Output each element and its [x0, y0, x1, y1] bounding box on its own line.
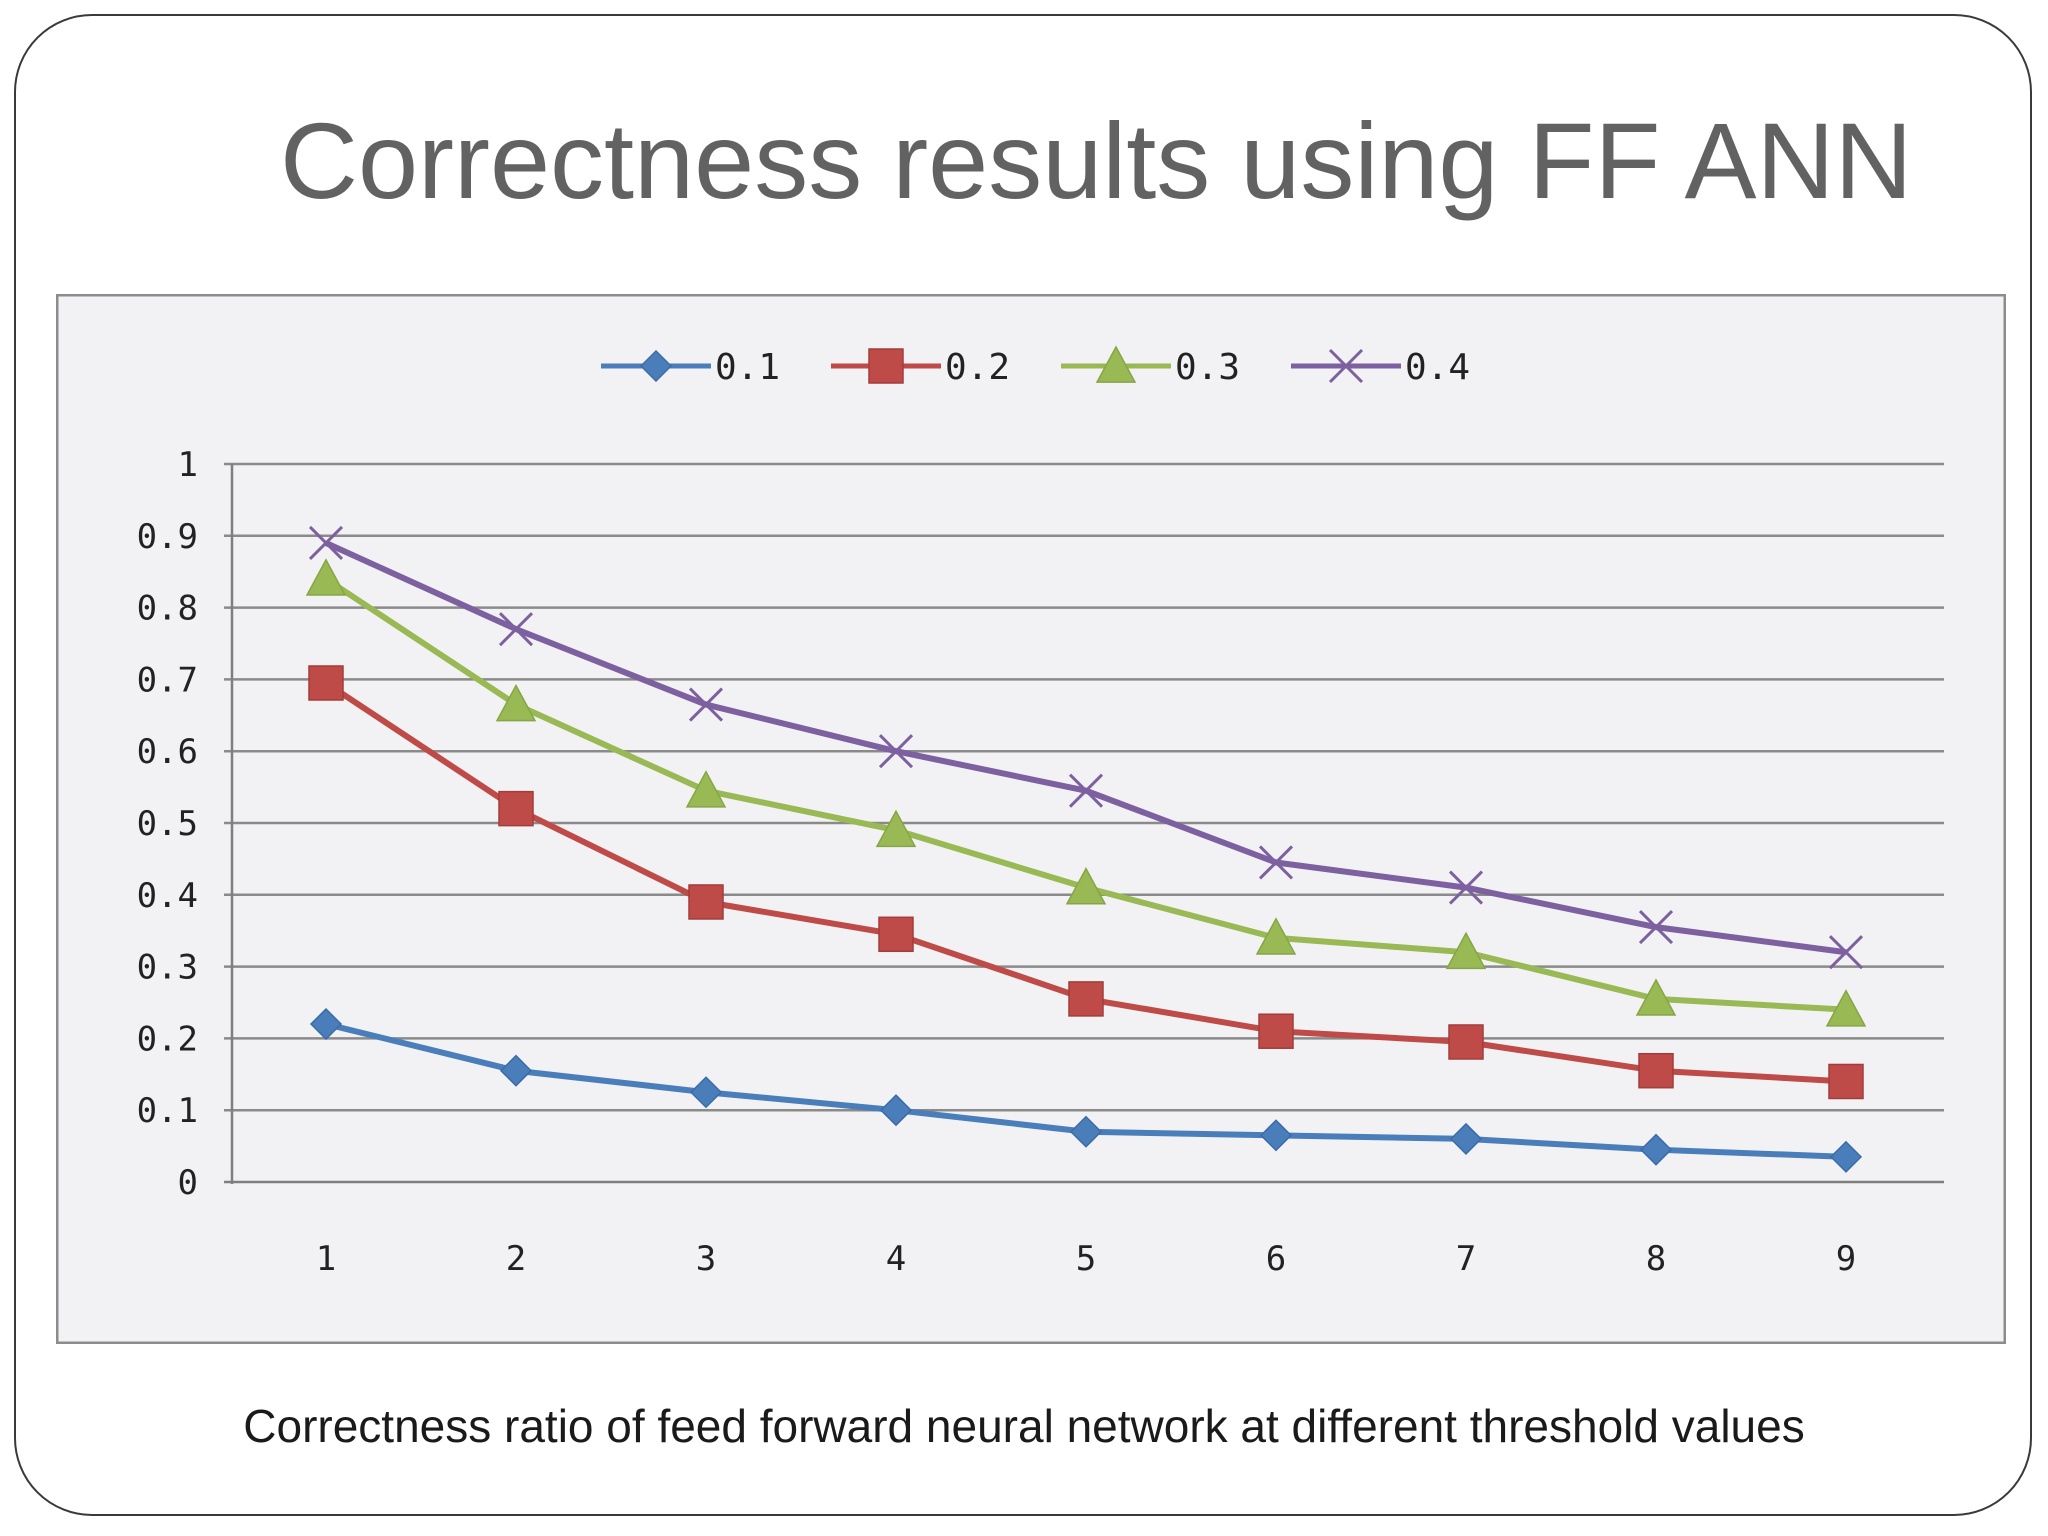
data-point	[689, 1076, 723, 1109]
data-point	[1259, 1119, 1293, 1152]
data-point	[1068, 981, 1104, 1017]
data-point	[1065, 867, 1107, 905]
data-point	[878, 734, 914, 769]
y-tick-label: 0.5	[137, 804, 198, 844]
series-0-4	[308, 525, 1864, 970]
legend-item: 0.3	[1061, 345, 1240, 388]
x-tick-label: 1	[316, 1239, 336, 1279]
legend-label: 0.2	[945, 347, 1010, 388]
x-tick-label: 8	[1646, 1239, 1666, 1279]
data-point	[1638, 910, 1674, 945]
marker-stroke	[1328, 348, 1364, 384]
y-tick-label: 0.2	[137, 1019, 198, 1059]
y-tick-label: 0.3	[137, 948, 198, 988]
data-point	[1639, 1133, 1673, 1166]
data-point	[305, 558, 347, 596]
legend-marker	[868, 348, 904, 384]
data-point	[309, 1007, 343, 1041]
line-chart: 0 0.1 0.2 0.3 0.4 0.5 0.6 0.7 0.8 0.9 1 1 2 3 4 5 6 7 8 9 0.…	[56, 294, 2006, 1344]
series-0-2	[308, 665, 1864, 1100]
data-point	[1445, 931, 1487, 970]
legend-item: 0.2	[831, 347, 1010, 388]
data-point	[685, 770, 727, 808]
slide-title: Correctness results using FF ANN	[280, 100, 1913, 221]
series-0-3	[305, 558, 1867, 1027]
y-tick-label: 0	[178, 1163, 198, 1203]
y-tick-label: 0.9	[137, 517, 198, 557]
marker-stroke	[688, 687, 724, 722]
chart-area: 0 0.1 0.2 0.3 0.4 0.5 0.6 0.7 0.8 0.9 1 1 2 3 4 5 6 7 8 9 0.…	[56, 294, 2006, 1344]
y-tick-label: 1	[178, 445, 198, 485]
y-tick-label: 0.6	[137, 732, 198, 772]
data-point	[1069, 1115, 1103, 1148]
chart-caption: Correctness ratio of feed forward neural…	[243, 1400, 1805, 1452]
data-point	[1829, 1140, 1863, 1173]
data-point	[1068, 773, 1104, 808]
x-tick-label: 4	[886, 1239, 906, 1279]
data-point	[875, 809, 917, 848]
data-point	[1635, 978, 1677, 1016]
data-point	[498, 790, 534, 827]
data-point	[498, 612, 534, 647]
y-tick-label: 0.1	[137, 1091, 198, 1131]
marker-stroke	[1638, 910, 1674, 945]
legend-marker	[1095, 345, 1137, 383]
chart-background	[56, 294, 2006, 1344]
marker-stroke	[1828, 935, 1864, 970]
y-tick-label: 0.7	[137, 660, 198, 700]
x-tick-label: 6	[1266, 1239, 1286, 1279]
y-tick-label: 0.8	[137, 589, 198, 629]
data-point	[1448, 1024, 1484, 1060]
legend-marker	[1328, 348, 1364, 384]
data-point	[688, 687, 724, 722]
data-point	[1825, 989, 1867, 1027]
x-tick-label: 2	[506, 1239, 526, 1279]
data-point	[1258, 845, 1294, 880]
data-point	[1448, 870, 1484, 905]
legend-label: 0.4	[1405, 347, 1470, 388]
x-tick-label: 9	[1836, 1239, 1856, 1279]
legend-label: 0.1	[715, 347, 780, 388]
legend-marker	[639, 349, 673, 383]
legend-item: 0.1	[601, 347, 780, 388]
data-point	[308, 525, 344, 561]
x-tick-label: 7	[1456, 1239, 1476, 1279]
data-point	[1258, 1013, 1294, 1049]
legend: 0.1 0.2 0.3 0.4	[601, 345, 1470, 388]
legend-label: 0.3	[1175, 347, 1240, 388]
series-0-1	[309, 1007, 1863, 1173]
data-point	[1449, 1122, 1483, 1155]
data-point	[308, 665, 344, 701]
data-point	[878, 916, 914, 953]
data-point	[495, 683, 537, 722]
data-point	[499, 1054, 533, 1087]
marker-stroke	[498, 612, 534, 647]
marker-stroke	[1068, 773, 1104, 808]
data-point	[688, 884, 724, 920]
y-tick-label: 0.4	[137, 876, 198, 916]
data-point	[1255, 917, 1297, 955]
data-point	[1828, 935, 1864, 970]
data-point	[1828, 1063, 1864, 1100]
x-tick-label: 5	[1076, 1239, 1096, 1279]
marker-stroke	[1448, 870, 1484, 905]
data-point	[1638, 1052, 1674, 1089]
marker-stroke	[1258, 845, 1294, 880]
data-point	[879, 1094, 913, 1127]
x-tick-label: 3	[696, 1239, 716, 1279]
marker-stroke	[878, 734, 914, 769]
legend-item: 0.4	[1291, 347, 1470, 388]
marker-stroke	[308, 525, 344, 561]
